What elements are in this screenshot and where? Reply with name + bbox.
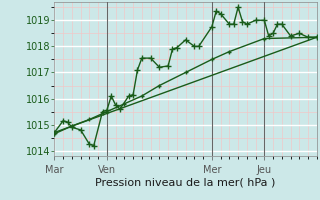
- X-axis label: Pression niveau de la mer( hPa ): Pression niveau de la mer( hPa ): [95, 178, 276, 188]
